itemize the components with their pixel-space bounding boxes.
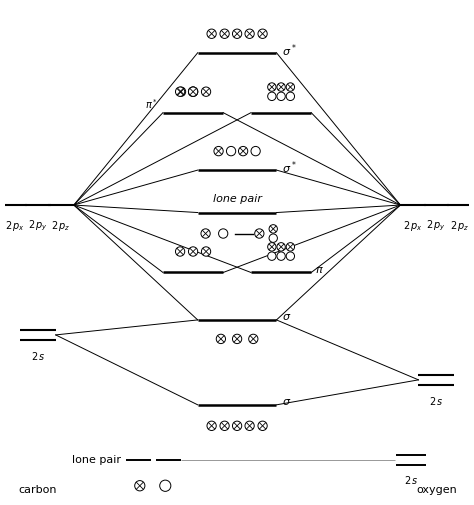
Ellipse shape (268, 83, 276, 91)
Text: $2\,s$: $2\,s$ (429, 395, 444, 407)
Ellipse shape (232, 334, 242, 343)
Text: $\pi$: $\pi$ (315, 265, 324, 275)
Ellipse shape (160, 480, 171, 491)
Text: $2\,s$: $2\,s$ (30, 350, 45, 362)
Text: $\sigma^*$: $\sigma^*$ (282, 42, 297, 59)
Ellipse shape (268, 242, 276, 251)
Ellipse shape (238, 146, 248, 156)
Ellipse shape (249, 334, 258, 343)
Text: $\pi^*$: $\pi^*$ (146, 97, 158, 111)
Ellipse shape (258, 421, 267, 430)
Ellipse shape (269, 225, 277, 233)
Ellipse shape (176, 87, 186, 96)
Ellipse shape (232, 29, 242, 38)
Ellipse shape (220, 421, 229, 430)
Ellipse shape (268, 252, 276, 261)
Text: $2\,s$: $2\,s$ (403, 474, 418, 486)
Ellipse shape (214, 146, 223, 156)
Text: $2\,p_x$: $2\,p_x$ (5, 219, 25, 233)
Ellipse shape (255, 229, 264, 238)
Text: oxygen: oxygen (416, 485, 456, 495)
Text: $\sigma$: $\sigma$ (282, 397, 292, 408)
Ellipse shape (286, 242, 294, 251)
Ellipse shape (277, 83, 285, 91)
Text: $2\,p_x$: $2\,p_x$ (403, 219, 423, 233)
Ellipse shape (201, 247, 210, 256)
Text: lone pair: lone pair (72, 455, 121, 465)
Ellipse shape (245, 29, 254, 38)
Ellipse shape (227, 146, 236, 156)
Ellipse shape (175, 87, 185, 96)
Text: $\sigma^*$: $\sigma^*$ (282, 159, 297, 176)
Ellipse shape (277, 92, 285, 100)
Ellipse shape (245, 421, 254, 430)
Ellipse shape (175, 247, 185, 256)
Ellipse shape (268, 92, 276, 100)
Ellipse shape (258, 29, 267, 38)
Ellipse shape (216, 334, 226, 343)
Ellipse shape (220, 29, 229, 38)
Ellipse shape (207, 29, 216, 38)
Ellipse shape (251, 146, 260, 156)
Ellipse shape (232, 421, 242, 430)
Ellipse shape (189, 87, 198, 96)
Ellipse shape (189, 247, 198, 256)
Text: carbon: carbon (18, 485, 57, 495)
Ellipse shape (286, 92, 294, 100)
Text: $2\,p_z$: $2\,p_z$ (51, 219, 71, 233)
Ellipse shape (219, 229, 228, 238)
Ellipse shape (277, 252, 285, 261)
Ellipse shape (189, 87, 198, 96)
Ellipse shape (201, 87, 210, 96)
Text: $2\,p_z$: $2\,p_z$ (450, 219, 469, 233)
Text: lone pair: lone pair (213, 193, 262, 204)
Ellipse shape (135, 481, 145, 491)
Ellipse shape (269, 234, 277, 242)
Text: $2\,p_y$: $2\,p_y$ (28, 219, 48, 233)
Ellipse shape (277, 242, 285, 251)
Ellipse shape (207, 421, 216, 430)
Ellipse shape (189, 87, 198, 96)
Ellipse shape (201, 229, 210, 238)
Ellipse shape (286, 252, 294, 261)
Ellipse shape (286, 83, 294, 91)
Text: $2\,p_y$: $2\,p_y$ (426, 219, 447, 233)
Text: $\sigma$: $\sigma$ (282, 313, 292, 322)
